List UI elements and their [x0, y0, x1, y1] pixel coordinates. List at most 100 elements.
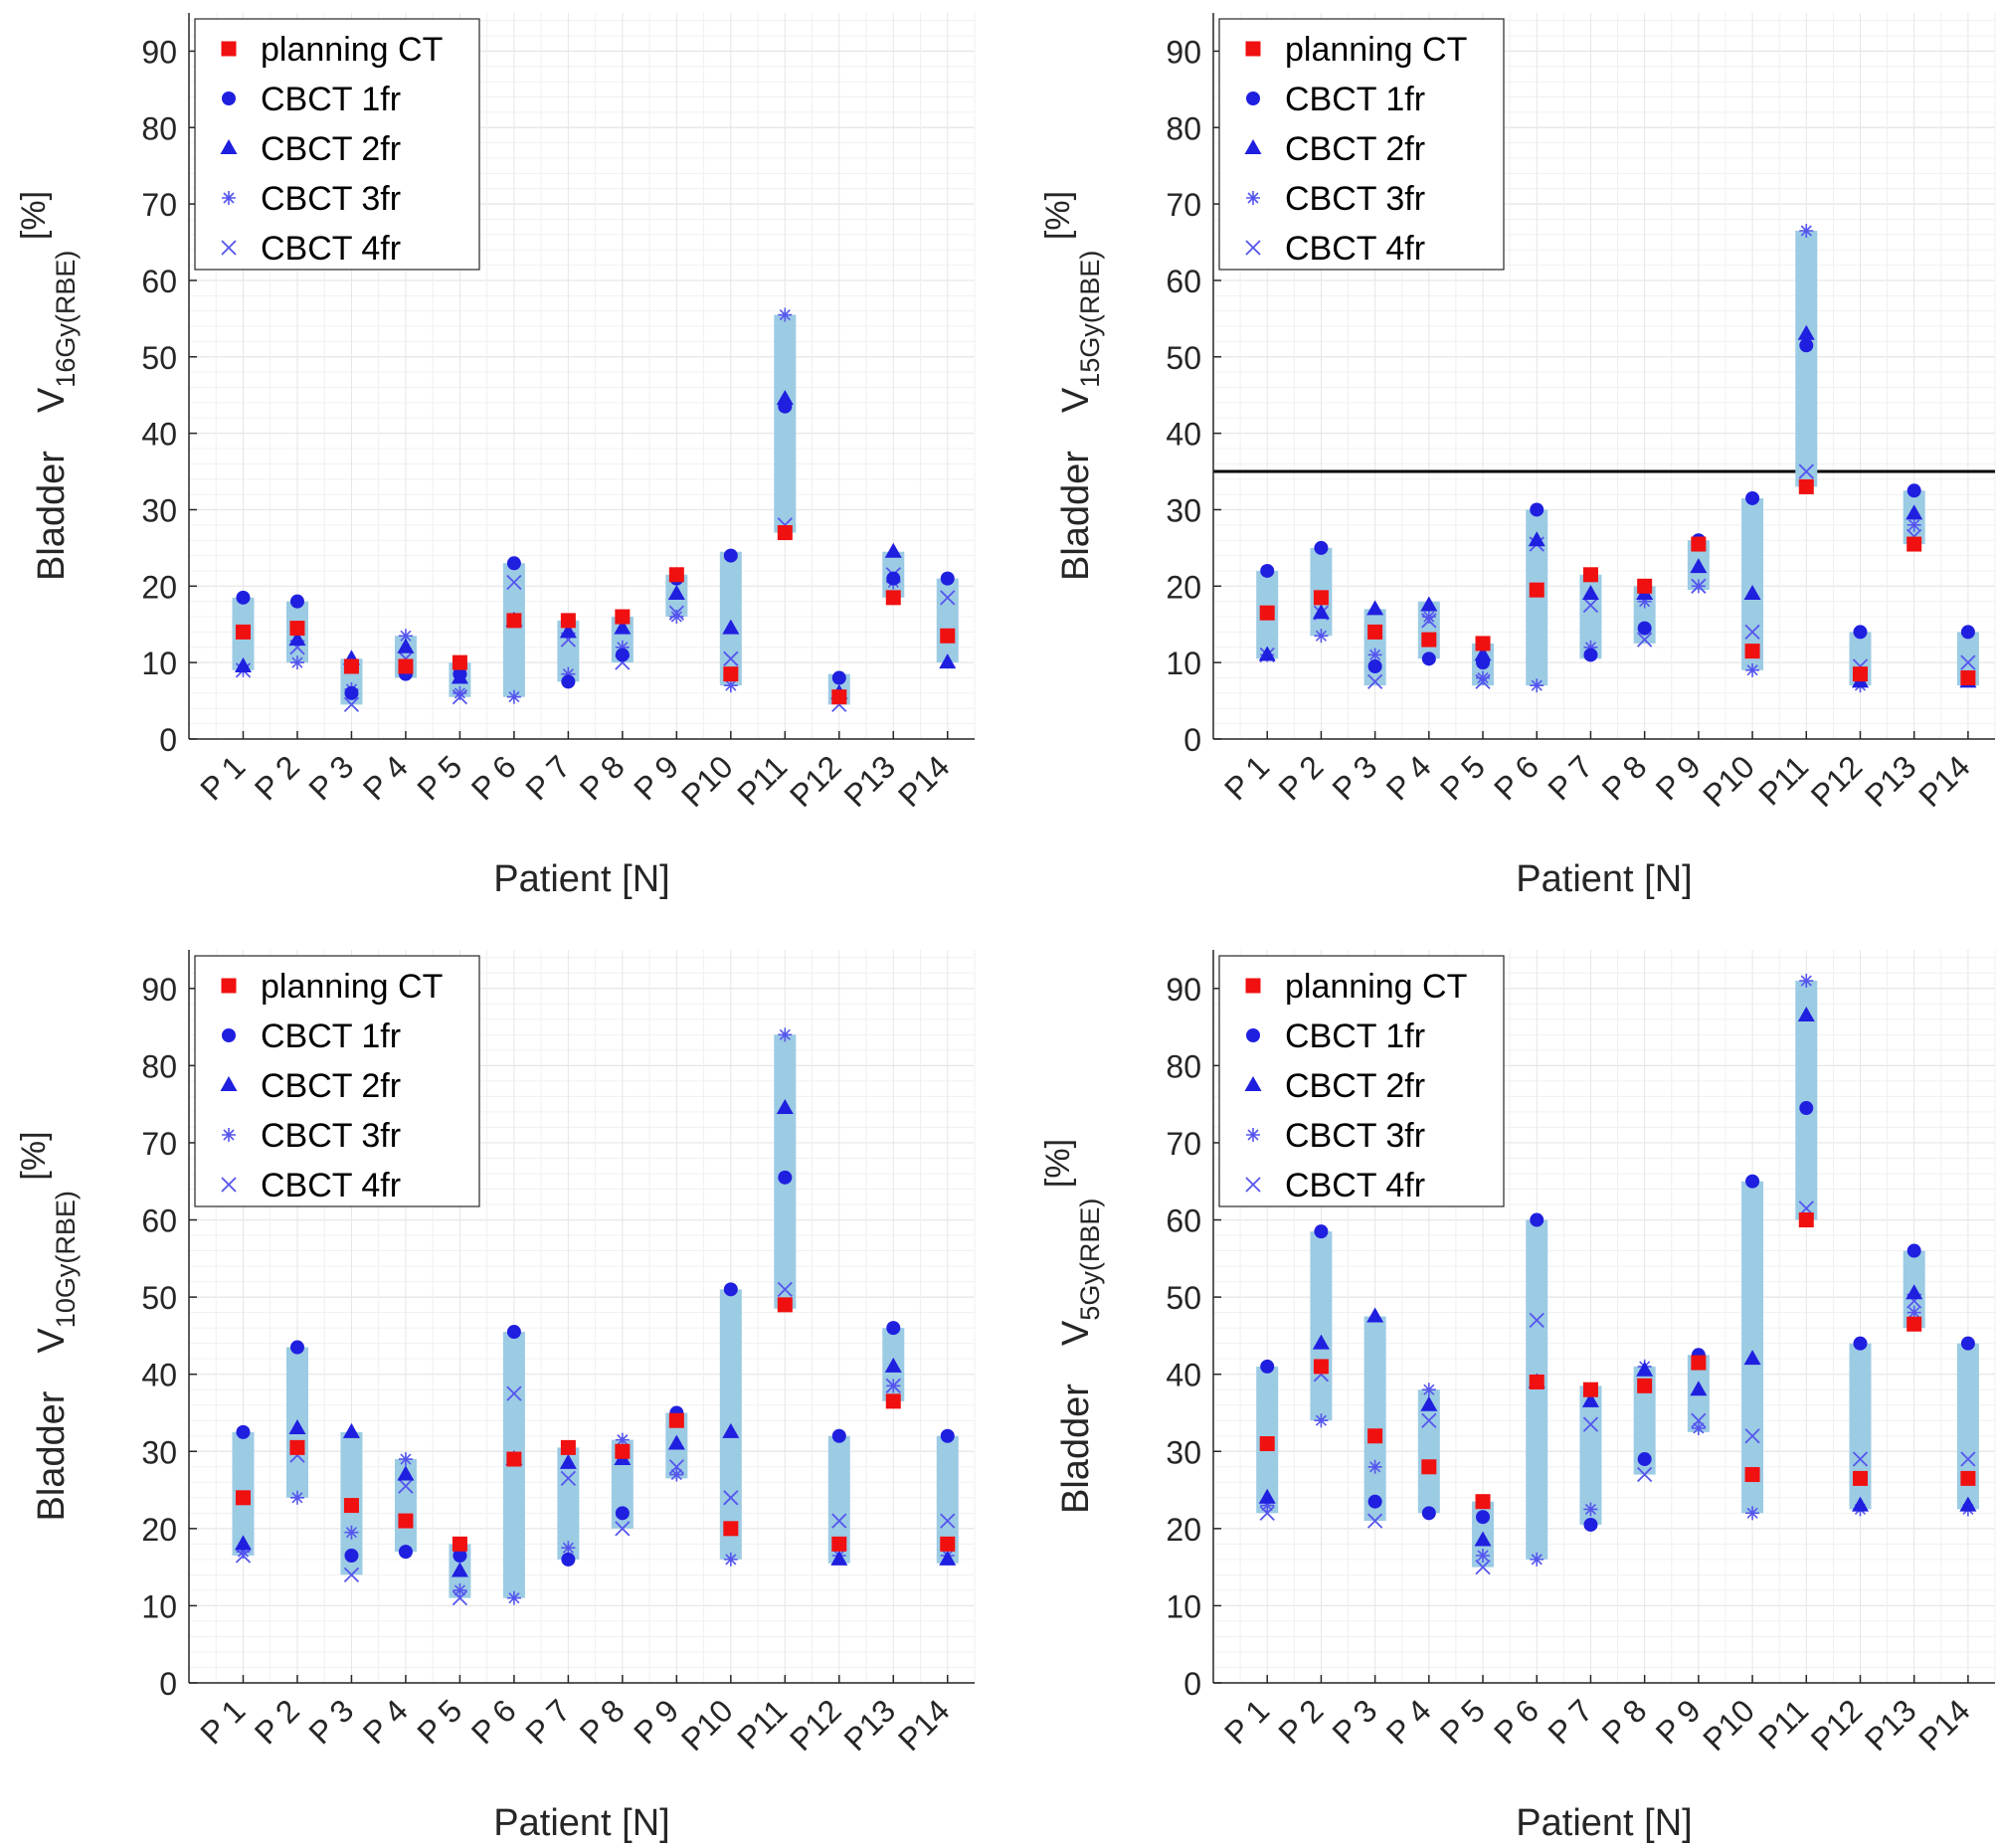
y-tick-label: 60 — [141, 264, 177, 299]
x-tick-label: P11 — [730, 748, 794, 812]
planning-ct-marker — [1582, 1382, 1598, 1397]
cbct-3fr-marker — [453, 685, 467, 700]
cbct-2fr-marker — [1420, 596, 1438, 612]
cbct-2fr-marker — [1312, 1334, 1330, 1350]
y-label-main: V — [1055, 1320, 1097, 1346]
x-tick-label: P10 — [674, 748, 740, 814]
planning-ct-marker — [940, 1536, 956, 1552]
planning-ct-marker — [668, 567, 684, 583]
x-tick-label: P 2 — [248, 748, 306, 807]
x-tick-label: P 9 — [1649, 1692, 1708, 1751]
x-tick-label: P 4 — [1379, 1692, 1438, 1751]
y-label-main: V — [1055, 387, 1097, 413]
cbct-3fr-marker — [778, 1027, 793, 1042]
cbct-3fr-marker — [778, 307, 793, 322]
x-tick-label: P 5 — [410, 748, 468, 807]
cbct-3fr-marker — [1906, 517, 1921, 532]
planning-ct-marker — [398, 658, 414, 674]
cbct-4fr-marker — [1960, 1451, 1976, 1467]
cbct-3fr-marker — [344, 1525, 359, 1540]
x-tick-label: P 9 — [627, 748, 685, 807]
y-tick-label: 30 — [1166, 492, 1201, 528]
cbct-4fr-marker — [1475, 1559, 1491, 1575]
cbct-3fr-marker — [1530, 678, 1544, 693]
x-tick-label: P 8 — [1595, 748, 1654, 807]
cbct-1fr-marker — [1745, 490, 1760, 505]
cbct-4fr-marker — [1366, 1513, 1383, 1529]
cbct-4fr-marker — [1960, 654, 1976, 670]
cbct-1fr-marker — [778, 399, 793, 414]
planning-ct-marker — [1906, 1316, 1922, 1332]
range-bar — [1849, 1343, 1872, 1510]
y-label-sub: 16Gy(RBE) — [51, 251, 81, 388]
cbct-2fr-marker — [1258, 646, 1276, 661]
cbct-1fr-marker — [1476, 1510, 1491, 1525]
cbct-1fr-marker — [1637, 621, 1652, 636]
cbct-1fr-marker — [222, 92, 236, 105]
cbct-1fr-marker — [236, 590, 251, 605]
planning-ct-marker — [1960, 670, 1976, 686]
cbct-4fr-marker — [1744, 1428, 1760, 1444]
y-tick-label: 40 — [1166, 417, 1201, 453]
chart-panel-top-left: 0 10 20 30 40 50 60 70 80 90 P 1P 2P 3P 4P 5P 6P 7… — [15, 13, 976, 900]
cbct-1fr-marker — [1260, 1359, 1275, 1374]
planning-ct-marker — [1582, 567, 1598, 583]
cbct-2fr-marker — [1244, 1076, 1262, 1091]
y-axis-label-text: Bladder V15Gy(RBE) [%] — [1039, 191, 1108, 581]
y-label-sub: 15Gy(RBE) — [1075, 251, 1105, 388]
legend: planning CT CBCT 1fr CBCT 2fr CBCT 3fr CBCT … — [194, 18, 480, 271]
y-axis-label: Bladder V16Gy(RBE) [%] — [15, 191, 81, 581]
cbct-3fr-marker — [506, 689, 521, 704]
cbct-4fr-marker — [343, 1567, 360, 1583]
y-label-sub: 10Gy(RBE) — [51, 1191, 81, 1328]
cbct-1fr-marker — [561, 1552, 576, 1567]
cbct-1fr-marker — [1530, 1212, 1544, 1227]
x-tick-label: P 1 — [193, 1692, 252, 1751]
x-tick-label: P 2 — [1271, 1692, 1330, 1751]
range-bar — [719, 551, 742, 686]
x-tick-label: P 8 — [573, 748, 632, 807]
cbct-3fr-marker — [669, 1467, 684, 1482]
planning-ct-marker — [289, 1439, 305, 1455]
cbct-1fr-marker — [1960, 1336, 1975, 1351]
range-bar — [1956, 1343, 1979, 1510]
y-label-unit: [%] — [1039, 191, 1077, 240]
cbct-2fr-marker — [1690, 1381, 1708, 1396]
cbct-2fr-marker — [1528, 531, 1545, 547]
x-tick-label: P 5 — [1433, 1692, 1492, 1751]
range-bar — [1526, 1219, 1548, 1560]
legend-label: CBCT 3fr — [1285, 180, 1425, 218]
x-axis-label: Patient [N] — [493, 1802, 669, 1844]
cbct-3fr-marker — [561, 1541, 576, 1556]
cbct-1fr-marker — [1853, 1336, 1868, 1351]
series-cbct-4fr — [1259, 463, 1976, 690]
cbct-4fr-marker — [506, 574, 522, 591]
planning-ct-marker — [560, 613, 576, 629]
y-tick-label: 50 — [1166, 340, 1201, 376]
series-planning-ct — [235, 1297, 956, 1552]
planning-ct-marker — [1852, 666, 1868, 682]
x-tick-label: P 7 — [518, 1692, 577, 1751]
cbct-4fr-marker — [1798, 463, 1814, 479]
cbct-3fr-marker — [1246, 1128, 1260, 1142]
cbct-4fr-marker — [1582, 1416, 1599, 1432]
cbct-2fr-marker — [288, 631, 306, 647]
cbct-1fr-marker — [831, 1428, 846, 1443]
cbct-1fr-marker — [1853, 625, 1868, 640]
x-tick-label: P 2 — [248, 1692, 306, 1751]
cbct-4fr-marker — [777, 1281, 793, 1297]
y-tick-label: 20 — [1166, 1512, 1201, 1548]
x-tick-label: P12 — [783, 1692, 848, 1757]
legend-label: CBCT 4fr — [261, 1167, 401, 1204]
cbct-1fr-marker — [1530, 502, 1544, 517]
cbct-3fr-marker — [1421, 610, 1436, 625]
y-axis-label: Bladder V5Gy(RBE) [%] — [1039, 1139, 1105, 1514]
range-bar — [1363, 1316, 1386, 1522]
planning-ct-marker — [398, 1513, 414, 1529]
planning-ct-marker — [1259, 1436, 1275, 1452]
x-tick-label: P 1 — [1217, 748, 1276, 807]
planning-ct-marker — [506, 1451, 522, 1467]
x-tick-label: P13 — [837, 748, 903, 814]
x-tick-label: P 7 — [1541, 1692, 1599, 1751]
cbct-2fr-marker — [559, 623, 577, 639]
